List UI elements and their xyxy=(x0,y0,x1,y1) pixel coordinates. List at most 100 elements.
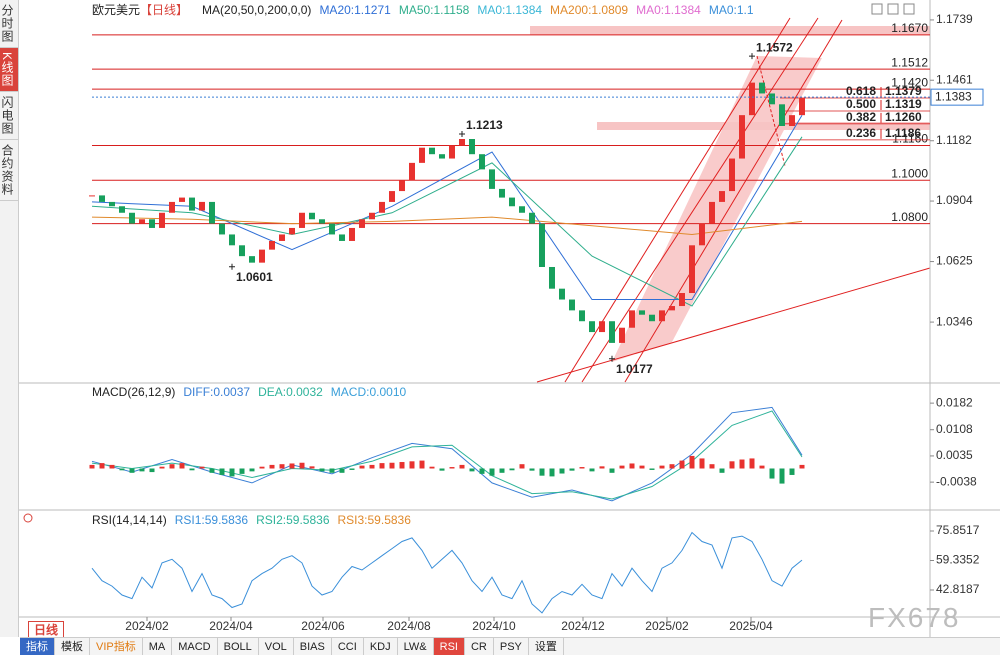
toolbar-item[interactable]: PSY xyxy=(494,638,529,655)
toolbar-item[interactable]: 模板 xyxy=(55,638,90,655)
toolbar-item[interactable]: RSI xyxy=(433,638,465,655)
toolbar-item[interactable]: CCI xyxy=(332,638,364,655)
toolbar-item[interactable]: BIAS xyxy=(294,638,332,655)
y-tick-label: 0.0035 xyxy=(936,448,973,462)
candle xyxy=(749,82,755,116)
candle xyxy=(789,115,795,126)
chart: 欧元美元【日线】 MA(20,50,0,200,0,0) MA20:1.1271 MA… xyxy=(18,0,1000,637)
candle xyxy=(329,223,335,235)
header-text: MACD:0.0010 xyxy=(331,385,407,399)
fib-level: 1.1186 xyxy=(885,126,921,140)
macd-bar xyxy=(569,468,575,471)
level-label: 1.1420 xyxy=(891,75,928,89)
macd-bar xyxy=(519,464,525,469)
candle xyxy=(189,197,195,211)
toolbar-item[interactable]: MACD xyxy=(172,638,218,655)
toolbar-item[interactable]: KDJ xyxy=(364,638,398,655)
series-line xyxy=(91,531,803,614)
trend-line xyxy=(536,267,931,383)
x-tick-label: 2024/08 xyxy=(387,619,431,633)
macd-bar xyxy=(649,468,655,470)
macd-bar xyxy=(559,468,565,474)
icon[interactable] xyxy=(887,3,899,15)
macd-bar xyxy=(299,462,305,469)
x-tick-label: 2025/04 xyxy=(729,619,773,633)
icon[interactable] xyxy=(903,3,915,15)
toolbar-item[interactable]: 指标 xyxy=(20,638,55,655)
toolbar-item[interactable]: MA xyxy=(143,638,173,655)
candle xyxy=(399,180,405,192)
macd-bar xyxy=(219,468,225,475)
level-label: 1.1512 xyxy=(891,55,928,69)
macd-bar xyxy=(369,464,375,469)
candle xyxy=(209,201,215,224)
series-line xyxy=(91,406,803,502)
toolbar-item[interactable]: 设置 xyxy=(529,638,564,655)
macd-bar xyxy=(629,463,635,469)
candle xyxy=(239,245,245,257)
level-label: 1.1670 xyxy=(891,21,928,35)
macd-bar xyxy=(679,460,685,469)
sidebar-tab[interactable]: 分时图 xyxy=(0,0,18,48)
macd-bar xyxy=(579,467,585,469)
x-tick-label: 2024/12 xyxy=(561,619,605,633)
header-text: MA200:1.0809 xyxy=(550,3,628,17)
y-tick-label: 42.8187 xyxy=(936,582,980,596)
candle xyxy=(549,266,555,289)
header-text: RSI(14,14,14) xyxy=(92,513,167,527)
sidebar-tab[interactable]: 合约资料 xyxy=(0,140,18,202)
icon[interactable] xyxy=(871,3,883,15)
channel-line xyxy=(581,17,819,383)
macd-bar xyxy=(619,465,625,469)
period-tab[interactable]: 日线 xyxy=(28,621,65,638)
fib-level: 1.1379 xyxy=(885,84,922,98)
series-line xyxy=(91,136,803,307)
macd-bar xyxy=(749,458,755,469)
candle xyxy=(449,145,455,159)
macd-bar xyxy=(529,468,535,471)
header-text: 【日线】 xyxy=(140,3,188,17)
y-tick-label: 1.1182 xyxy=(936,133,972,147)
macd-bar xyxy=(499,468,505,473)
watermark: FX678 xyxy=(868,602,961,633)
candle xyxy=(519,206,525,213)
y-tick-label: 0.0108 xyxy=(936,422,973,436)
macd-bar xyxy=(729,461,735,469)
candle xyxy=(649,314,655,322)
y-tick-label: 75.8517 xyxy=(936,523,980,537)
fib-ratio: 0.500 xyxy=(846,97,876,111)
macd-bar xyxy=(159,466,165,469)
y-tick-label: 1.0625 xyxy=(936,254,973,268)
toolbar-item[interactable]: VOL xyxy=(259,638,294,655)
annotation-label: 1.1572 xyxy=(756,40,793,54)
sidebar-tab[interactable]: 闪电图 xyxy=(0,92,18,141)
channel-line xyxy=(624,19,843,383)
toolbar-item[interactable]: CR xyxy=(465,638,494,655)
toolbar-item[interactable]: VIP指标 xyxy=(90,638,143,655)
annotation-label: 1.0177 xyxy=(616,362,653,376)
macd-bar xyxy=(609,468,615,473)
macd-bar xyxy=(669,464,675,469)
candle xyxy=(319,219,325,224)
y-tick-label: -0.0038 xyxy=(936,474,977,488)
y-tick-label: 1.0346 xyxy=(936,314,973,328)
candle xyxy=(289,227,295,235)
sidebar-tab[interactable]: K线图 xyxy=(0,48,18,93)
macd-bar xyxy=(89,464,95,469)
candle xyxy=(799,97,805,116)
icon[interactable] xyxy=(23,513,33,523)
macd-bar xyxy=(309,466,315,469)
macd-bar xyxy=(189,468,195,471)
toolbar-item[interactable]: LW& xyxy=(398,638,434,655)
fib-ratio: 0.618 xyxy=(846,84,876,98)
candle xyxy=(269,240,275,250)
fib-level: 1.1260 xyxy=(885,110,922,124)
series-line xyxy=(91,410,803,500)
candle xyxy=(179,197,185,202)
macd-bar xyxy=(419,460,425,469)
zone-band xyxy=(530,26,930,35)
macd-bar xyxy=(799,464,805,469)
y-tick-label: 1.1461 xyxy=(936,72,973,86)
macd-bar xyxy=(759,465,765,469)
toolbar-item[interactable]: BOLL xyxy=(218,638,259,655)
